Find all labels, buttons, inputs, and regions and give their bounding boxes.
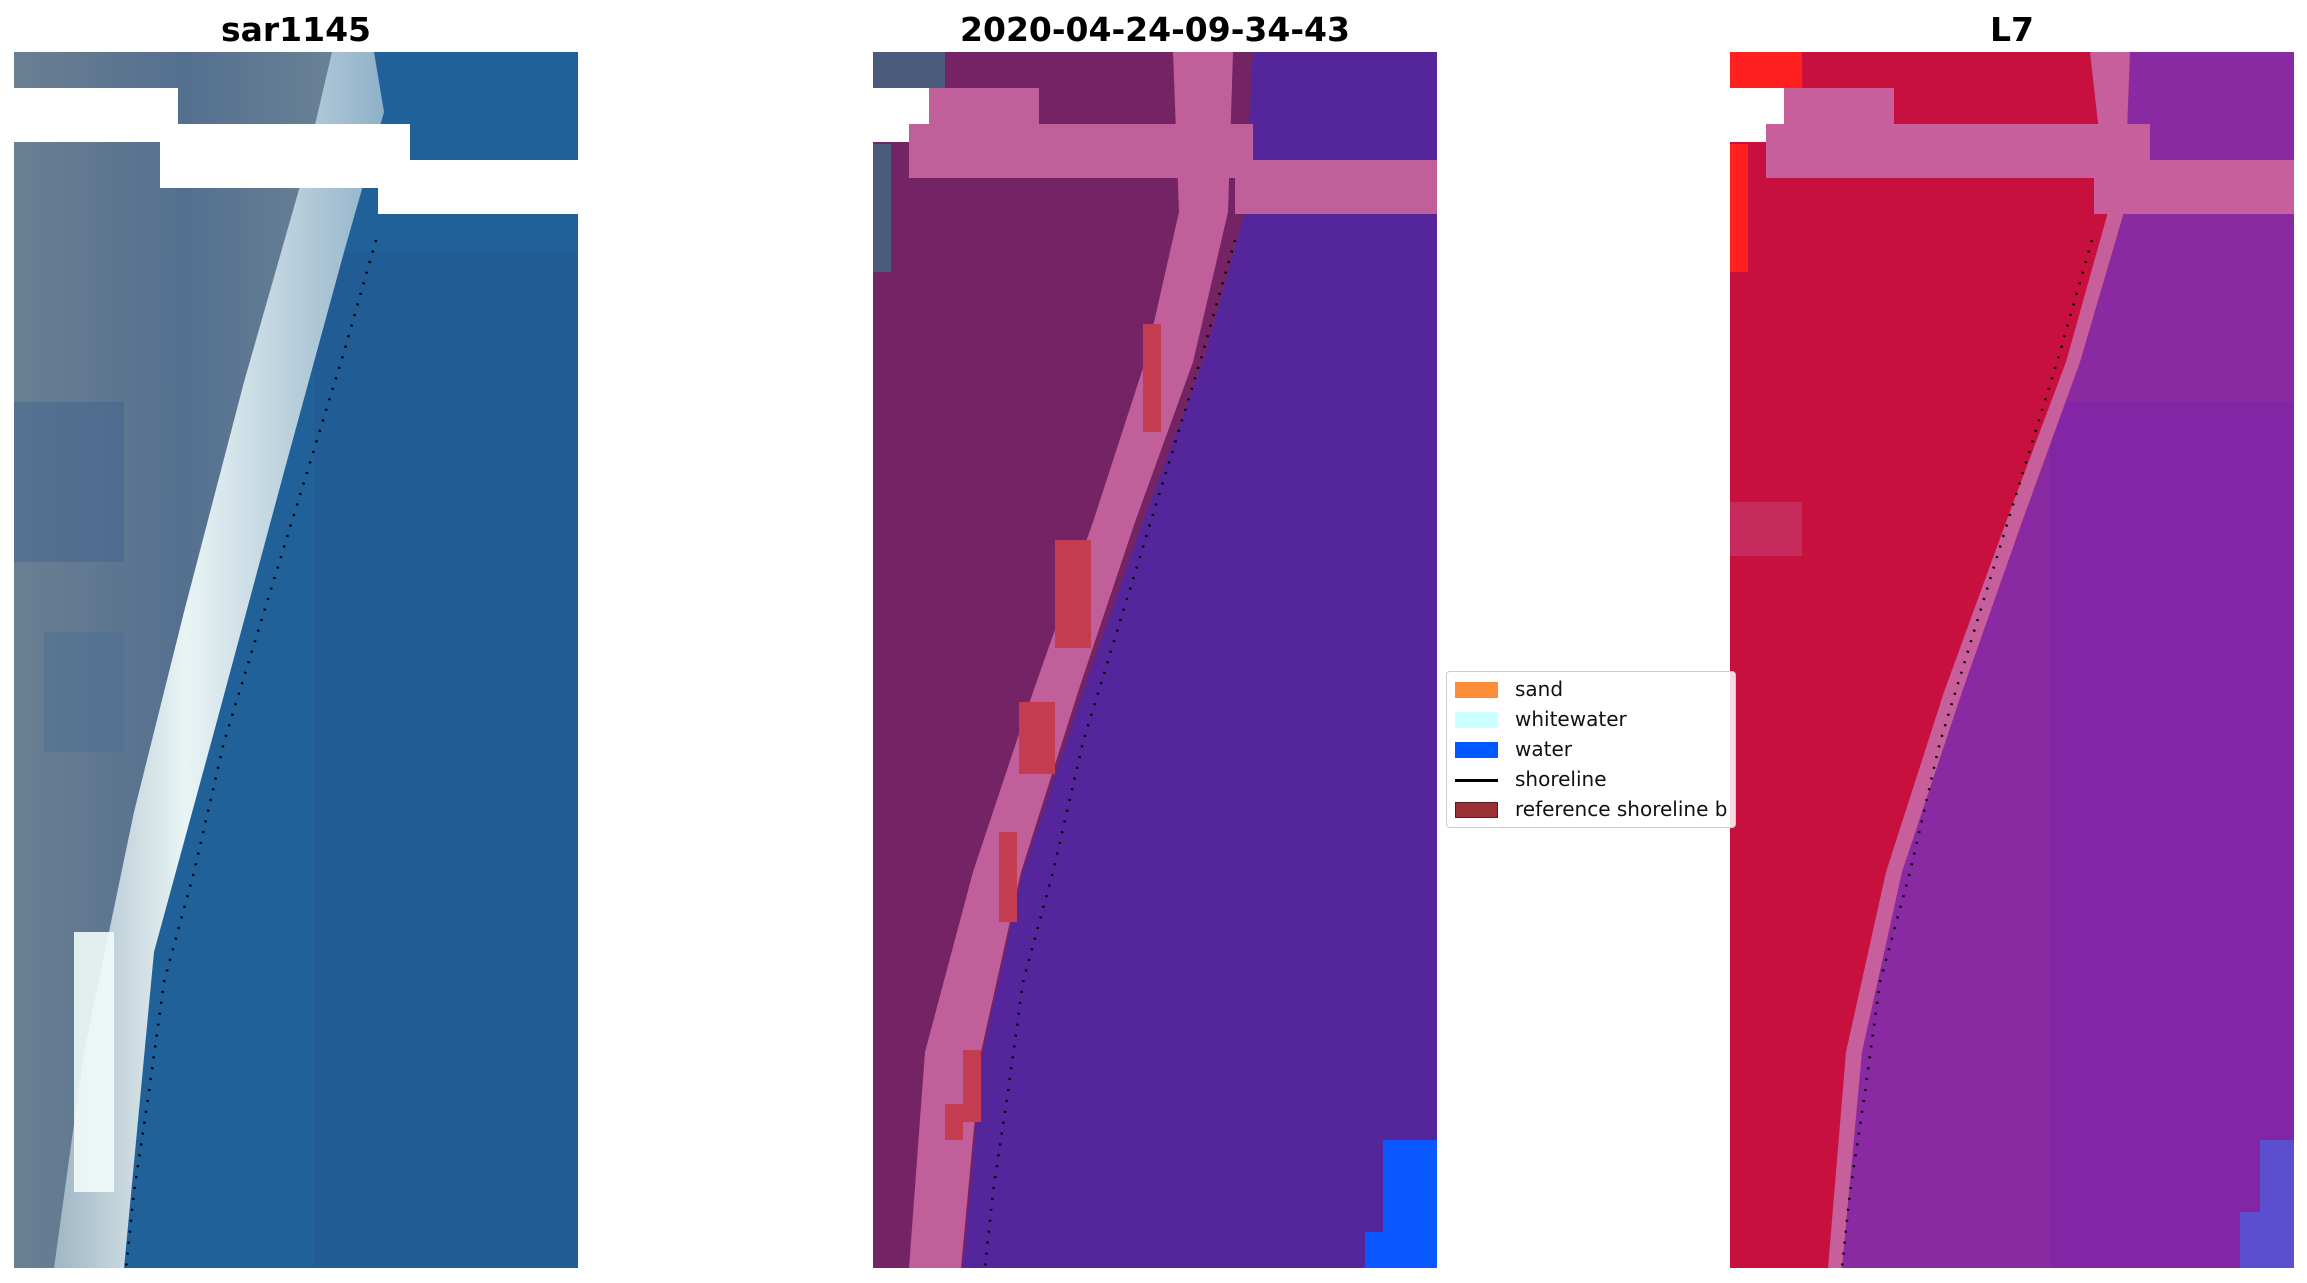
fc-bright-red: [1730, 52, 1802, 88]
legend-swatch-sand: [1455, 682, 1498, 698]
nodata-strip-1: [14, 88, 178, 142]
legend: sand whitewater water shoreline referenc…: [1446, 671, 1736, 828]
false-color-image: [1730, 52, 2294, 1268]
classified-image: [873, 52, 1437, 1268]
fc-blue-corner: [2260, 1140, 2294, 1268]
panel-title-left: sar1145: [220, 10, 372, 49]
reference-buffer: [1143, 324, 1161, 432]
legend-label: water: [1515, 737, 1572, 761]
legend-item-shoreline: shoreline: [1447, 764, 1735, 794]
legend-item-water: water: [1447, 734, 1735, 764]
class-corner-gray: [873, 52, 945, 88]
legend-item-whitewater: whitewater: [1447, 704, 1735, 734]
classified-image-panel: [873, 52, 1437, 1268]
legend-swatch-water: [1455, 742, 1498, 758]
legend-item-sand: sand: [1447, 674, 1735, 704]
legend-line-shoreline: [1455, 779, 1498, 782]
panel-title-middle: 2020-04-24-09-34-43: [960, 10, 1350, 49]
fc-land: [1730, 52, 2130, 1268]
legend-label: reference shoreline b: [1515, 797, 1728, 821]
legend-label: shoreline: [1515, 767, 1607, 791]
rgb-image-panel: [14, 52, 578, 1268]
legend-swatch-whitewater: [1455, 712, 1498, 728]
nodata-strip-3: [378, 160, 578, 214]
false-color-panel: [1730, 52, 2294, 1268]
surf-zone: [54, 52, 384, 1268]
nodata-strip-2: [160, 124, 410, 188]
legend-label: sand: [1515, 677, 1564, 701]
rgb-image: [14, 52, 578, 1268]
legend-label: whitewater: [1515, 707, 1627, 731]
class-water-blue: [1383, 1140, 1437, 1268]
legend-item-reference-shoreline: reference shoreline b: [1447, 794, 1735, 824]
panel-title-right: L7: [1990, 10, 2034, 49]
legend-swatch-reference-shoreline: [1455, 802, 1498, 818]
